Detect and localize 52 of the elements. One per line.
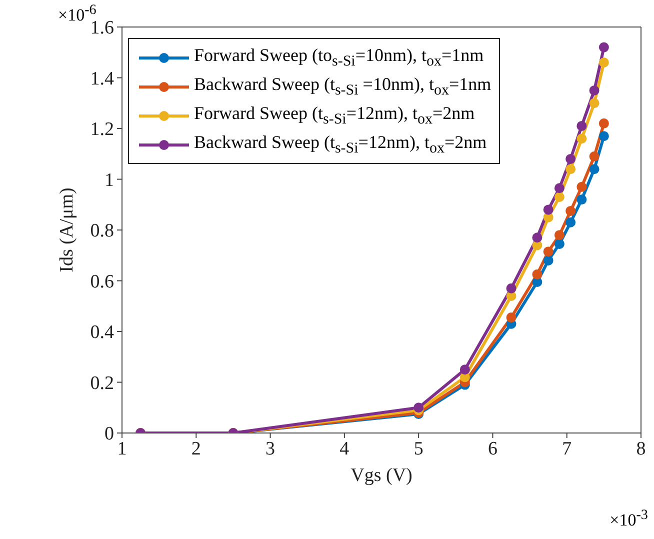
- point: [589, 151, 600, 162]
- point: [532, 269, 542, 280]
- point: [543, 255, 554, 266]
- point: [414, 402, 424, 413]
- point: [598, 42, 609, 52]
- y-tick-label: 1: [104, 170, 114, 191]
- point: [566, 164, 576, 174]
- point: [506, 283, 516, 294]
- point: [576, 182, 587, 192]
- point: [532, 232, 542, 243]
- point: [589, 85, 600, 96]
- point: [543, 246, 554, 257]
- y-axis-title: Ids (A/μm): [56, 188, 78, 272]
- point: [554, 238, 564, 249]
- point: [566, 206, 576, 216]
- point: [554, 183, 564, 194]
- y-tick-label: 1.4: [90, 68, 114, 90]
- x-tick-label: 2: [191, 438, 201, 460]
- point: [589, 98, 600, 108]
- y-tick-label: 1.2: [90, 119, 114, 140]
- x-tick-label: 6: [488, 438, 498, 460]
- point: [598, 58, 609, 68]
- point: [576, 194, 587, 205]
- x-tick-label: 4: [340, 438, 350, 460]
- point: [598, 118, 609, 128]
- x-tick-label: 3: [266, 438, 276, 460]
- legend-label: Forward Sweep (t$_{s-Si}$=12nm), t$_{ox}$=2nm: [194, 102, 475, 128]
- point: [554, 192, 564, 202]
- legend-label: Backward Sweep (t$_{s-Si}$ =10nm), t$_{ox}$=1nm: [194, 74, 492, 100]
- point: [576, 134, 587, 144]
- text: ×10$^{-3}$: [610, 507, 648, 531]
- y-tick-label: 1.6: [90, 18, 114, 39]
- x-tick-label: 8: [636, 438, 646, 460]
- y-tick-label: 0.8: [90, 220, 114, 242]
- point: [460, 364, 470, 375]
- point: [506, 312, 516, 323]
- legend-label: Backward Sweep (t$_{s-Si}$=12nm), t$_{ox}$=2nm: [194, 132, 487, 158]
- point: [566, 217, 576, 228]
- point: [554, 230, 564, 240]
- x-tick-label: 7: [562, 438, 572, 460]
- point: [589, 164, 600, 174]
- point: [543, 204, 554, 215]
- point: [576, 120, 587, 131]
- y-tick-label: 0: [104, 424, 114, 445]
- point: [566, 154, 576, 164]
- legend-label: Forward Sweep (to$_{s-Si}$=10nm), t$_{ox}$=1nm: [194, 44, 484, 70]
- x-tick-label: 5: [414, 438, 424, 460]
- y-tick-label: 0.6: [90, 271, 114, 292]
- y-tick-label: 0.2: [90, 372, 114, 394]
- point: [598, 131, 609, 142]
- y-tick-label: 0.4: [90, 322, 114, 344]
- x-axis-title: Vgs (V): [350, 465, 412, 486]
